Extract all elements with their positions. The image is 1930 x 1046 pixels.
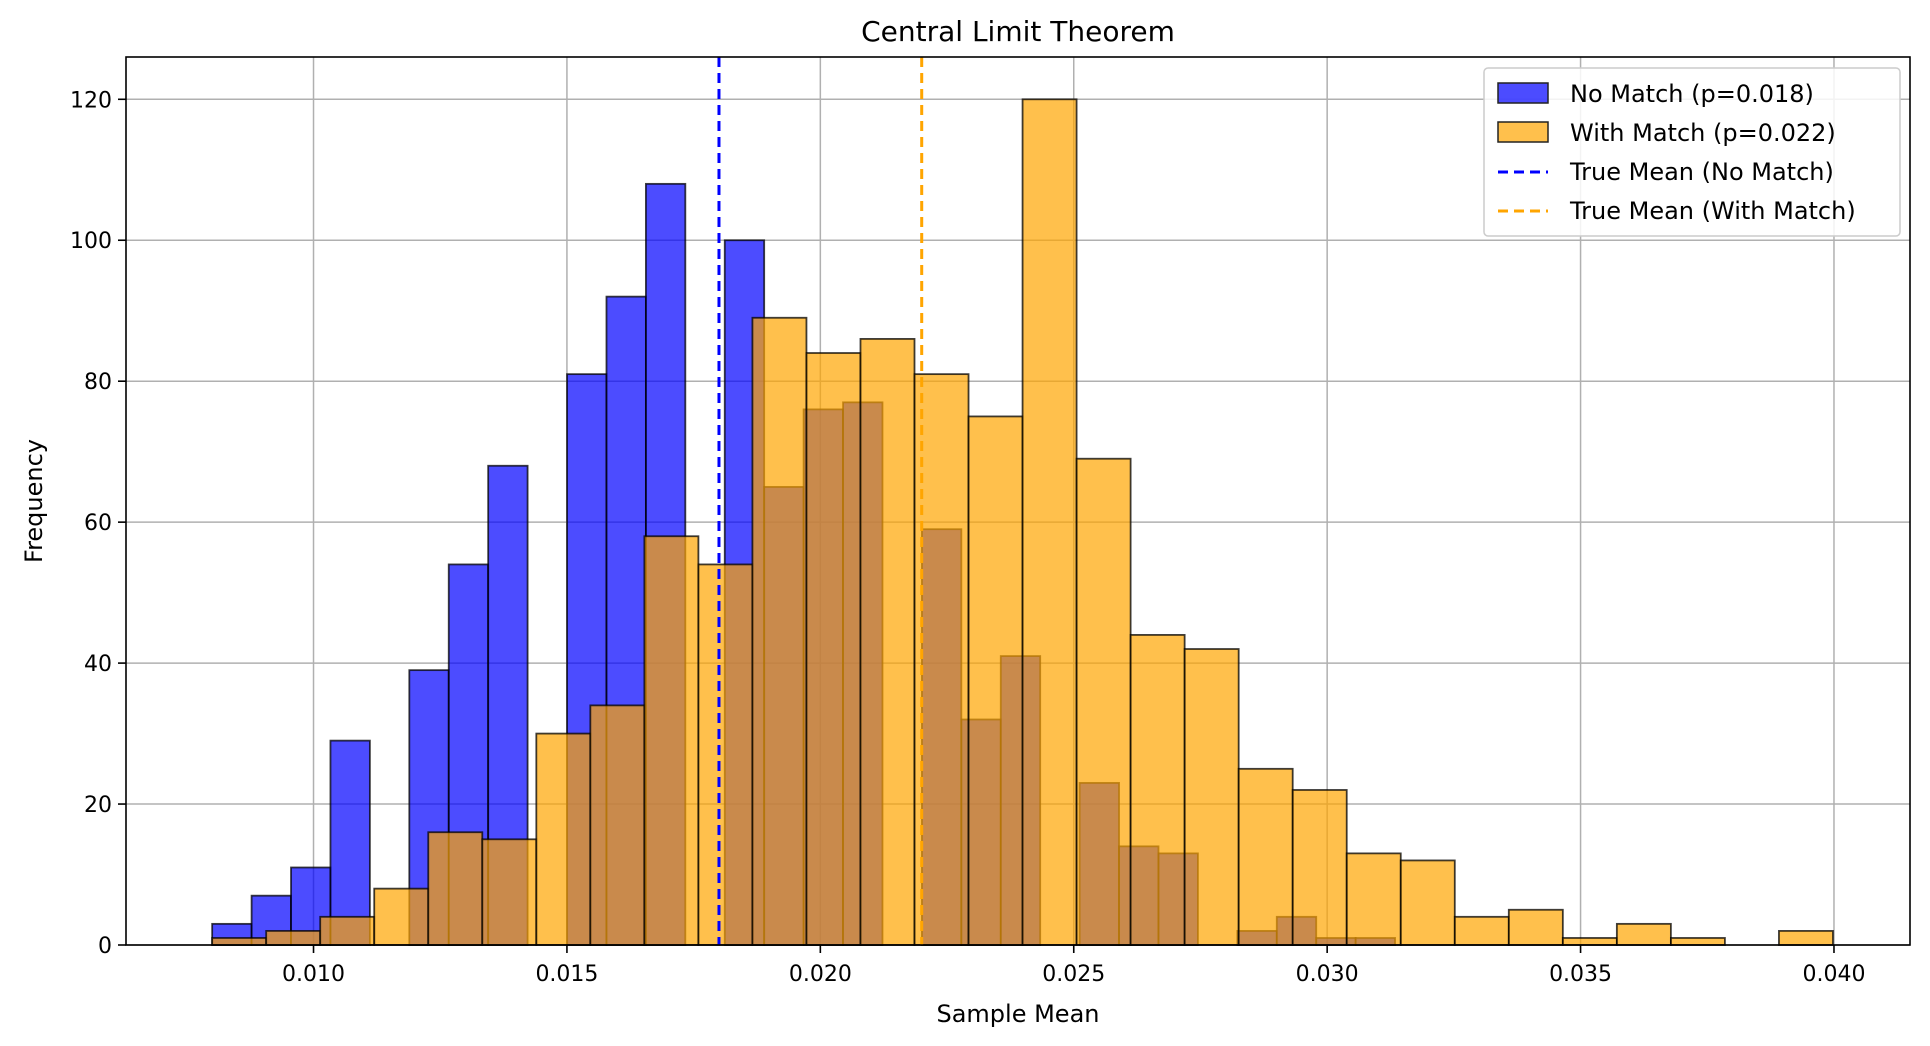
x-tick-label: 0.015 xyxy=(535,962,598,987)
histogram-bar xyxy=(319,915,376,946)
histogram-bar xyxy=(211,937,268,946)
histogram-bar xyxy=(913,373,970,946)
y-axis-label: Frequency xyxy=(20,439,48,563)
histogram-bar xyxy=(1507,908,1564,946)
y-tick-label: 80 xyxy=(84,370,112,395)
y-tick-label: 120 xyxy=(70,88,112,113)
x-tick-label: 0.030 xyxy=(1296,962,1359,987)
x-tick-label: 0.010 xyxy=(282,962,345,987)
histogram-bar xyxy=(805,352,862,946)
histogram-bar xyxy=(967,415,1024,946)
x-tick-label: 0.035 xyxy=(1549,962,1612,987)
histogram-bar xyxy=(1615,922,1672,946)
y-tick-label: 40 xyxy=(84,652,112,677)
legend-frame xyxy=(1483,67,1901,237)
legend-swatch-no-match xyxy=(1497,82,1549,104)
histogram-bar xyxy=(1669,937,1726,946)
legend-label-no-match: No Match (p=0.018) xyxy=(1570,80,1814,108)
histogram-bar xyxy=(589,704,646,946)
histogram-bar xyxy=(859,338,916,946)
histogram-bar xyxy=(373,887,430,946)
histogram-bar xyxy=(697,563,754,946)
legend-label-true-mean-no-match: True Mean (No Match) xyxy=(1569,158,1834,186)
legend-swatch-with-match xyxy=(1497,121,1549,143)
x-tick-label: 0.020 xyxy=(789,962,852,987)
histogram-bar xyxy=(535,732,592,946)
y-tick-label: 60 xyxy=(84,511,112,536)
legend-label-true-mean-with-match: True Mean (With Match) xyxy=(1569,197,1856,225)
histogram-bar xyxy=(751,316,808,946)
legend: No Match (p=0.018) With Match (p=0.022) … xyxy=(1483,67,1901,237)
histogram-bar xyxy=(1129,634,1186,946)
y-tick-label: 0 xyxy=(98,934,112,959)
chart-title: Central Limit Theorem xyxy=(861,15,1175,48)
histogram-bar xyxy=(1561,937,1618,946)
plot-frame xyxy=(125,56,1911,946)
histogram-bar xyxy=(481,838,538,946)
histogram-bar xyxy=(1075,457,1132,946)
y-tick-label: 100 xyxy=(70,229,112,254)
x-axis: 0.010 0.015 0.020 0.025 0.030 0.035 0.040 xyxy=(282,945,1865,987)
histogram-bar xyxy=(1021,98,1078,946)
legend-label-with-match: With Match (p=0.022) xyxy=(1570,119,1836,147)
histogram-bar xyxy=(1345,852,1402,946)
y-tick-label: 20 xyxy=(84,793,112,818)
histogram-bar xyxy=(1237,767,1294,946)
histogram-bar xyxy=(1453,915,1510,946)
histogram-bar xyxy=(1291,789,1348,946)
histogram-bar xyxy=(1778,930,1834,946)
histogram-bar xyxy=(1183,648,1240,946)
vlines-layer xyxy=(717,57,924,945)
x-axis-label: Sample Mean xyxy=(936,1000,1099,1028)
x-tick-label: 0.040 xyxy=(1802,962,1865,987)
histogram-bar xyxy=(427,831,484,946)
histogram-bar xyxy=(329,739,371,946)
histogram-bar xyxy=(265,930,322,946)
histogram-bar xyxy=(643,535,700,946)
histogram-bar xyxy=(1399,859,1456,946)
y-axis: 0 20 40 60 80 100 120 xyxy=(70,88,126,959)
x-tick-label: 0.025 xyxy=(1042,962,1105,987)
